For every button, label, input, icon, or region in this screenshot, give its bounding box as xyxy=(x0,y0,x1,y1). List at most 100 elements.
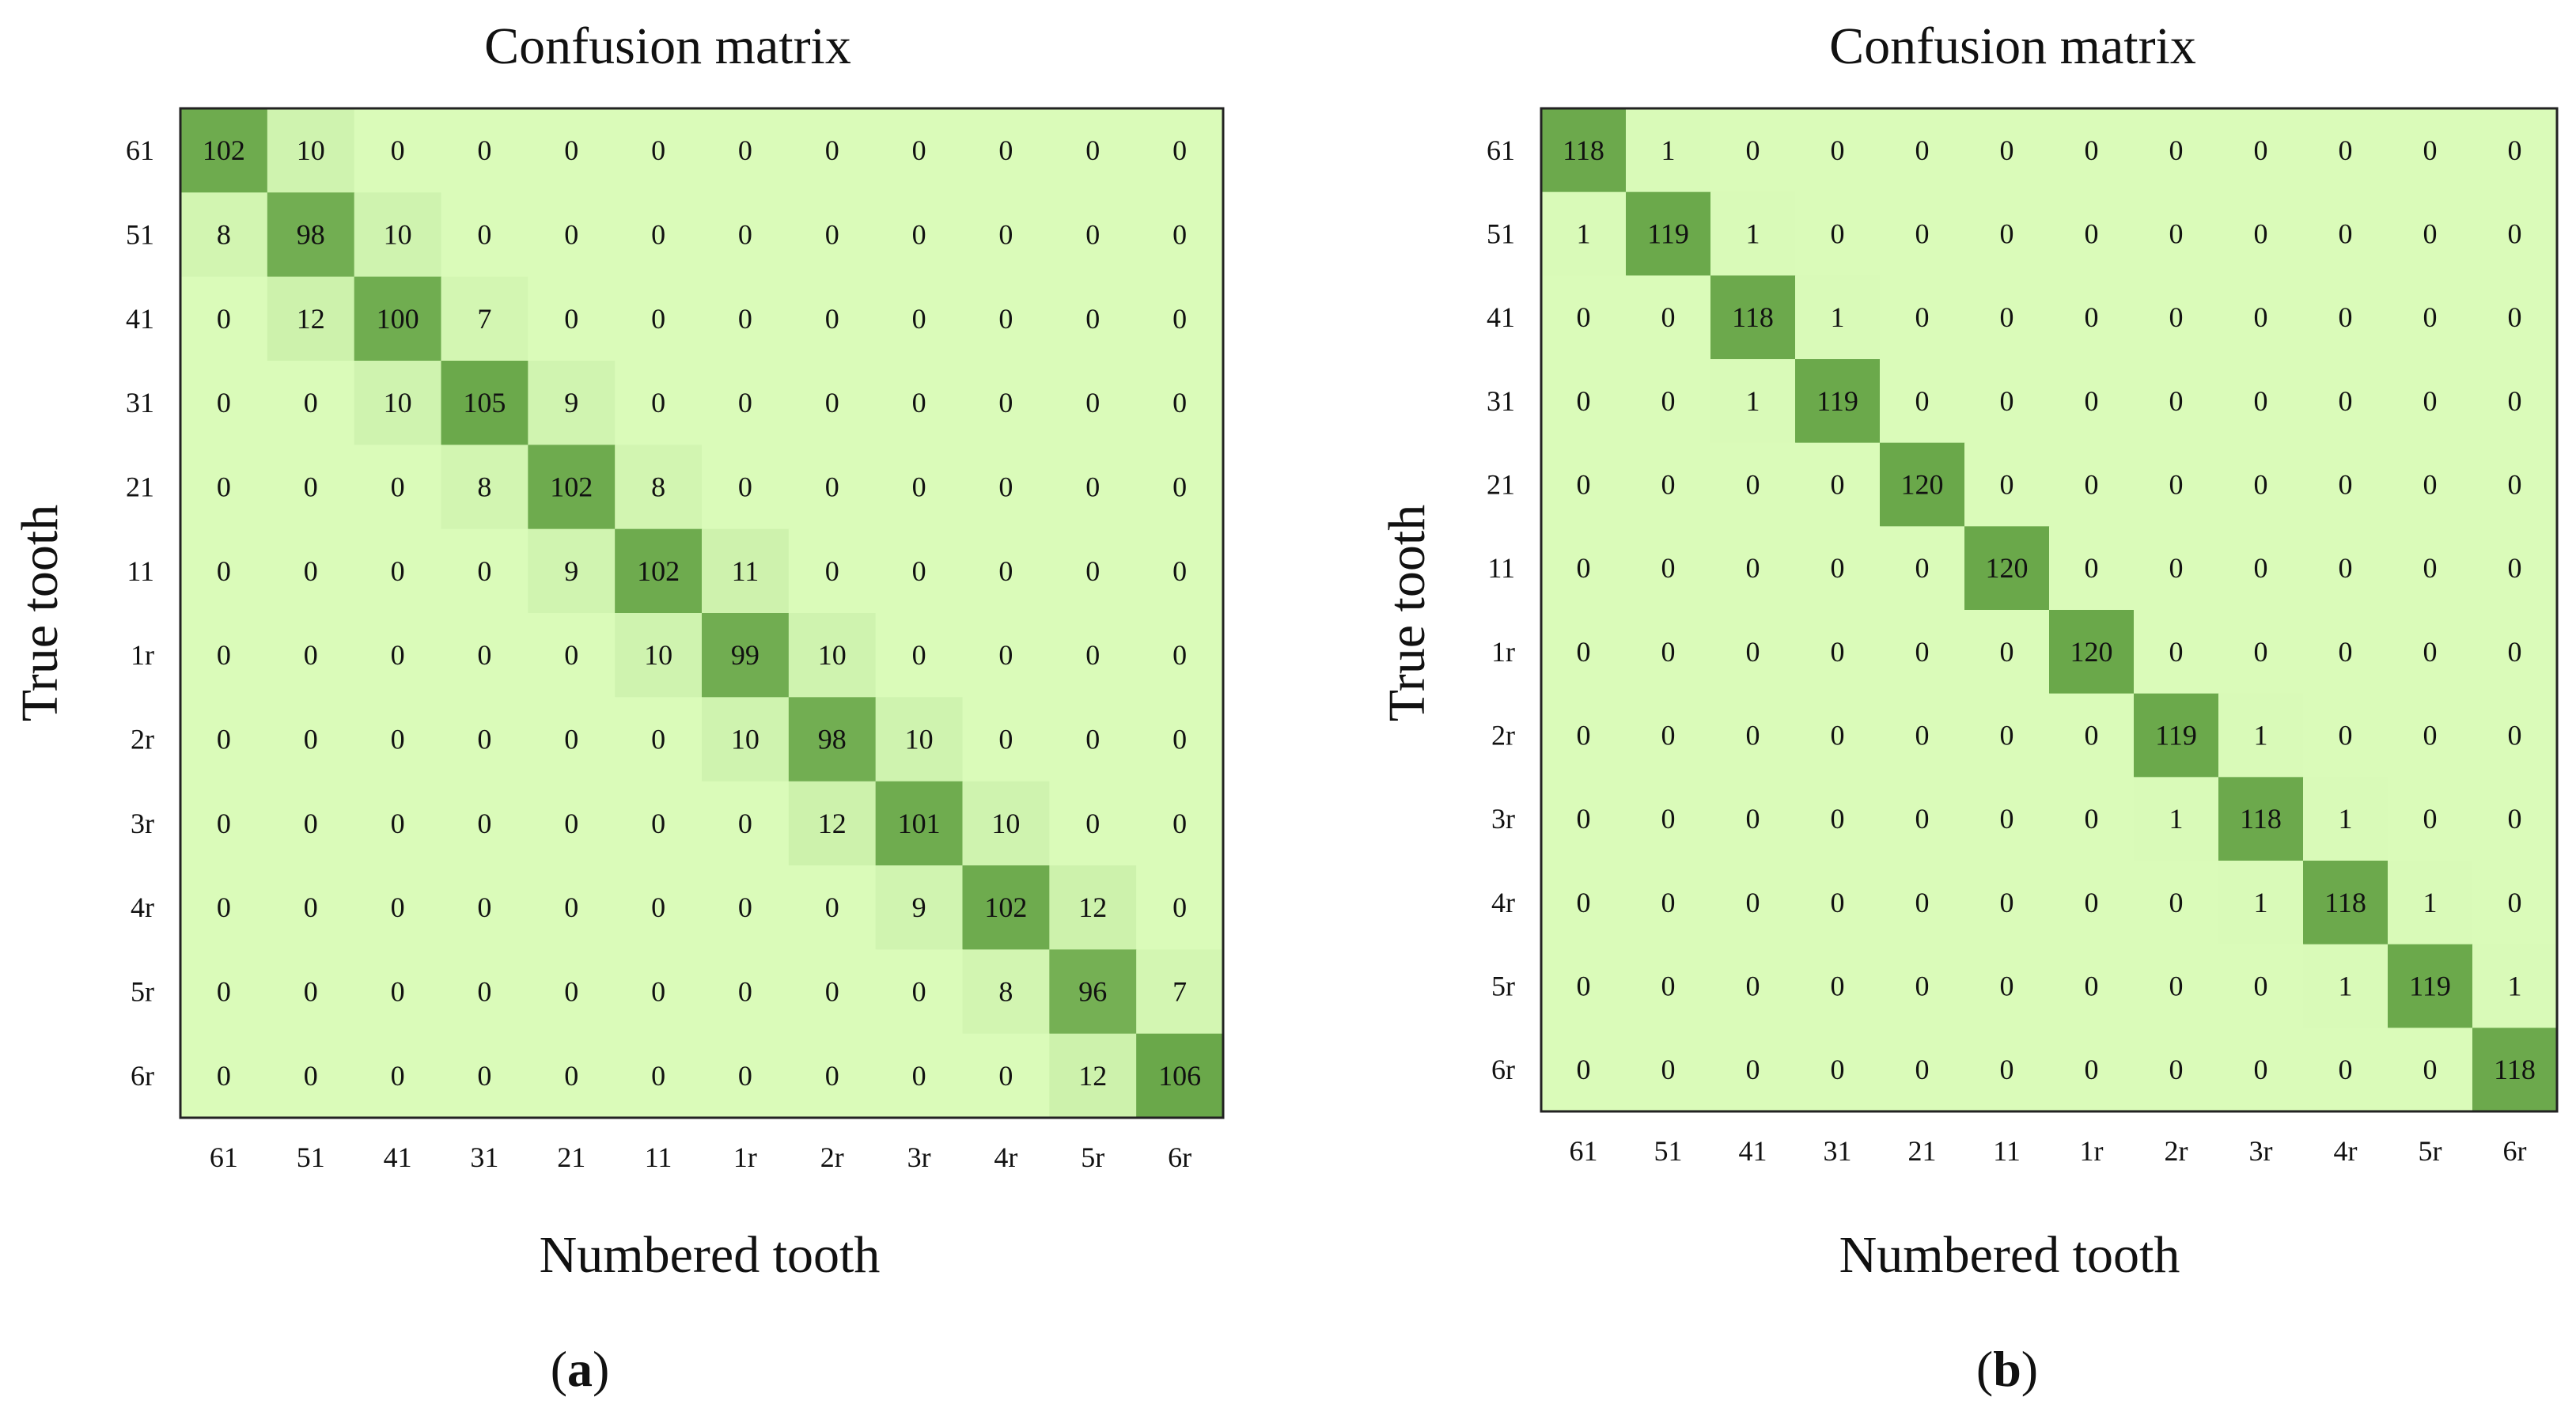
heatmap-cell xyxy=(267,276,355,362)
heatmap-cell-value: 12 xyxy=(818,808,847,839)
heatmap-cell-value: 0 xyxy=(477,219,491,251)
heatmap-cell-value: 0 xyxy=(2339,218,2353,250)
heatmap-cell xyxy=(615,613,703,698)
heatmap-cell xyxy=(1049,949,1137,1035)
heatmap-cell-value: 0 xyxy=(477,891,491,923)
heatmap-cell xyxy=(528,865,616,950)
y-tick-label: 21 xyxy=(126,471,154,503)
heatmap-cell-value: 1 xyxy=(2254,887,2268,918)
heatmap-cell-value: 9 xyxy=(564,555,578,587)
heatmap-cell-value: 0 xyxy=(1172,808,1187,839)
heatmap-cell xyxy=(180,781,268,866)
heatmap-cell-value: 0 xyxy=(217,808,231,839)
heatmap-cell xyxy=(441,781,528,866)
heatmap-cell-value: 0 xyxy=(2508,385,2522,417)
heatmap-cell xyxy=(180,361,268,445)
heatmap-cell xyxy=(1136,865,1224,950)
panel-a-caption: (a) xyxy=(551,1341,610,1397)
heatmap-cell-value: 0 xyxy=(2085,887,2099,918)
heatmap-cell xyxy=(2218,944,2304,1028)
heatmap-cell xyxy=(2218,191,2304,276)
heatmap-cell xyxy=(1710,777,1796,861)
heatmap-cell xyxy=(2388,108,2473,193)
panel-a-caption-letter: a xyxy=(567,1341,593,1397)
heatmap-cell xyxy=(615,192,703,278)
heatmap-cell xyxy=(875,361,964,445)
heatmap-cell xyxy=(2134,191,2219,276)
heatmap-cell xyxy=(267,445,355,530)
heatmap-cell xyxy=(1964,442,2050,527)
heatmap-cell-value: 0 xyxy=(217,387,231,418)
heatmap-cell xyxy=(354,697,442,782)
heatmap-cell-value: 0 xyxy=(2254,971,2268,1002)
heatmap-cell-value: 0 xyxy=(1915,803,1930,835)
heatmap-cell-value: 0 xyxy=(564,808,578,839)
heatmap-cell-value: 0 xyxy=(825,219,839,251)
heatmap-cell xyxy=(441,276,528,362)
heatmap-cell xyxy=(962,445,1050,530)
heatmap-cell xyxy=(1795,1028,1881,1112)
heatmap-cell-value: 12 xyxy=(1078,891,1107,923)
heatmap-cell-value: 0 xyxy=(998,639,1013,671)
heatmap-cell xyxy=(267,697,355,782)
heatmap-cell xyxy=(354,192,442,278)
y-tick-label: 11 xyxy=(127,555,154,587)
heatmap-cell xyxy=(615,949,703,1035)
heatmap-cell xyxy=(2303,526,2388,611)
heatmap-cell xyxy=(2049,1028,2135,1112)
heatmap-cell-value: 0 xyxy=(477,1060,491,1092)
heatmap-cell xyxy=(1136,528,1224,614)
heatmap-cell xyxy=(2134,275,2219,360)
heatmap-cell-value: 0 xyxy=(2169,1054,2184,1085)
heatmap-cell xyxy=(788,613,877,698)
heatmap-cell xyxy=(267,1033,355,1119)
y-tick-label: 1r xyxy=(1491,636,1515,668)
heatmap-cell xyxy=(180,108,268,193)
heatmap-cell-value: 0 xyxy=(1172,219,1187,251)
heatmap-cell-value: 0 xyxy=(912,555,926,587)
heatmap-cell xyxy=(2472,944,2558,1028)
heatmap-cell-value: 0 xyxy=(1831,971,1845,1002)
heatmap-cell-value: 10 xyxy=(384,219,412,251)
x-tick-label: 61 xyxy=(210,1141,238,1173)
heatmap-cell xyxy=(1541,442,1627,527)
heatmap-cell-value: 0 xyxy=(217,471,231,503)
heatmap-cell-value: 0 xyxy=(1085,639,1100,671)
panel-b: Confusion matrix 118 1 0 0 0 0 0 0 0 0 0 0 1 119 1 0 0 0 0… xyxy=(1378,17,2559,1397)
heatmap-cell-value: 0 xyxy=(738,303,752,335)
heatmap-cell xyxy=(528,108,616,193)
heatmap-cell xyxy=(2134,526,2219,611)
heatmap-cell-value: 0 xyxy=(2000,218,2014,250)
heatmap-cell xyxy=(962,949,1050,1035)
heatmap-cell-value: 0 xyxy=(391,471,405,503)
heatmap-cell-value: 118 xyxy=(2324,887,2366,918)
heatmap-cell-value: 0 xyxy=(738,808,752,839)
heatmap-cell xyxy=(788,949,877,1035)
heatmap-cell xyxy=(1626,861,1711,945)
heatmap-cell-value: 0 xyxy=(2085,971,2099,1002)
heatmap-cell-value: 10 xyxy=(384,387,412,418)
heatmap-cell xyxy=(1626,777,1711,861)
heatmap-cell-value: 98 xyxy=(818,724,847,755)
heatmap-cell-value: 1 xyxy=(1661,134,1676,166)
heatmap-cell xyxy=(1964,777,2050,861)
heatmap-cell-value: 0 xyxy=(825,134,839,166)
heatmap-cell-value: 0 xyxy=(304,724,318,755)
heatmap-cell xyxy=(962,108,1050,193)
heatmap-cell-value: 0 xyxy=(912,639,926,671)
heatmap-cell-value: 0 xyxy=(2085,552,2099,584)
heatmap-cell xyxy=(441,697,528,782)
heatmap-cell-value: 0 xyxy=(1661,552,1676,584)
heatmap-cell xyxy=(354,528,442,614)
heatmap-cell-value: 0 xyxy=(2508,720,2522,751)
heatmap-cell-value: 9 xyxy=(912,891,926,923)
heatmap-cell xyxy=(1626,526,1711,611)
heatmap-cell xyxy=(2303,610,2388,695)
heatmap-cell xyxy=(875,781,964,866)
x-tick-label: 6r xyxy=(1168,1141,1191,1173)
heatmap-cell-value: 0 xyxy=(2339,552,2353,584)
heatmap-cell xyxy=(702,949,790,1035)
heatmap-cell xyxy=(2049,777,2135,861)
heatmap-cell xyxy=(2303,275,2388,360)
heatmap-cell xyxy=(788,781,877,866)
